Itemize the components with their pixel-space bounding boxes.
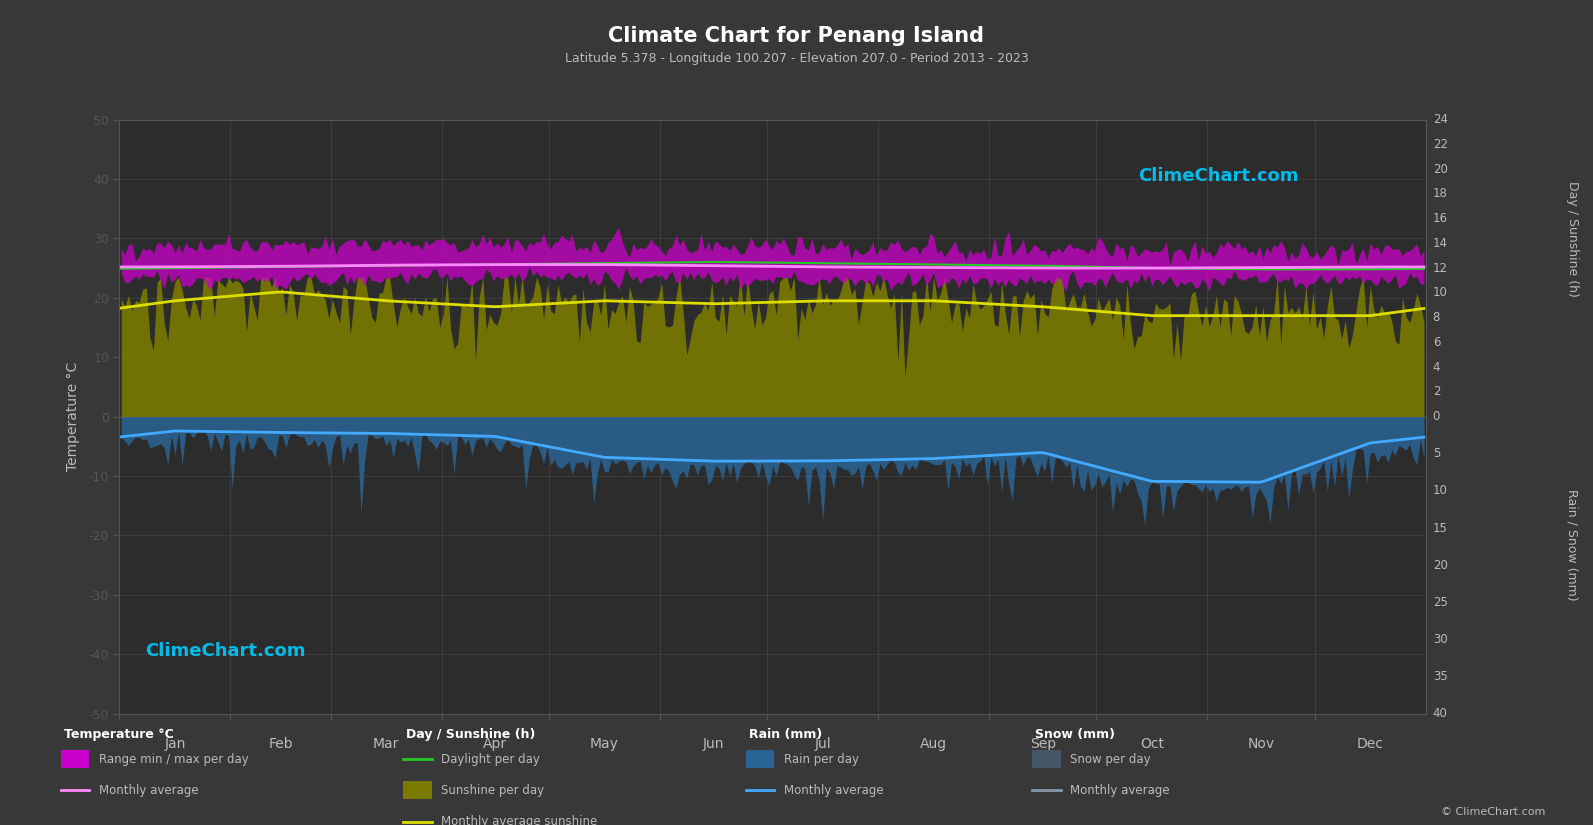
Text: 15: 15 — [1432, 521, 1448, 535]
Text: 20: 20 — [1432, 163, 1448, 176]
Text: Jul: Jul — [814, 738, 832, 752]
Text: Jan: Jan — [164, 738, 186, 752]
Text: 0: 0 — [1432, 410, 1440, 423]
Text: Feb: Feb — [268, 738, 293, 752]
Text: Day / Sunshine (h): Day / Sunshine (h) — [406, 728, 535, 741]
Text: Nov: Nov — [1247, 738, 1274, 752]
Text: Sunshine per day: Sunshine per day — [441, 784, 545, 797]
Text: Temperature °C: Temperature °C — [64, 728, 174, 741]
Text: Oct: Oct — [1141, 738, 1164, 752]
Text: Mar: Mar — [373, 738, 400, 752]
Text: Range min / max per day: Range min / max per day — [99, 752, 249, 766]
Text: 4: 4 — [1432, 361, 1440, 374]
Text: 6: 6 — [1432, 336, 1440, 349]
Text: ClimeChart.com: ClimeChart.com — [145, 643, 306, 660]
Text: 8: 8 — [1432, 311, 1440, 324]
Text: Apr: Apr — [483, 738, 507, 752]
Text: 10: 10 — [1432, 484, 1448, 497]
Text: 18: 18 — [1432, 187, 1448, 200]
Text: 16: 16 — [1432, 212, 1448, 225]
Text: 35: 35 — [1432, 670, 1448, 683]
Text: 20: 20 — [1432, 559, 1448, 572]
Text: Day / Sunshine (h): Day / Sunshine (h) — [1566, 182, 1579, 297]
Text: Rain / Snow (mm): Rain / Snow (mm) — [1566, 488, 1579, 601]
Text: Dec: Dec — [1357, 738, 1384, 752]
Text: 5: 5 — [1432, 447, 1440, 460]
Text: Rain per day: Rain per day — [784, 752, 859, 766]
Text: 2: 2 — [1432, 385, 1440, 398]
Text: Climate Chart for Penang Island: Climate Chart for Penang Island — [609, 26, 984, 46]
Text: Daylight per day: Daylight per day — [441, 752, 540, 766]
Text: Sep: Sep — [1029, 738, 1056, 752]
Y-axis label: Temperature °C: Temperature °C — [67, 362, 80, 471]
Text: © ClimeChart.com: © ClimeChart.com — [1440, 807, 1545, 817]
Text: Monthly average: Monthly average — [784, 784, 884, 797]
Text: Monthly average: Monthly average — [1070, 784, 1171, 797]
Text: May: May — [589, 738, 618, 752]
Text: 25: 25 — [1432, 596, 1448, 609]
Text: Rain (mm): Rain (mm) — [749, 728, 822, 741]
Text: 12: 12 — [1432, 262, 1448, 275]
Text: 22: 22 — [1432, 138, 1448, 151]
Text: 30: 30 — [1432, 633, 1448, 646]
Text: Jun: Jun — [703, 738, 725, 752]
Text: 40: 40 — [1432, 707, 1448, 720]
Text: Snow (mm): Snow (mm) — [1035, 728, 1115, 741]
Text: Monthly average: Monthly average — [99, 784, 199, 797]
Text: 10: 10 — [1432, 286, 1448, 299]
Text: Latitude 5.378 - Longitude 100.207 - Elevation 207.0 - Period 2013 - 2023: Latitude 5.378 - Longitude 100.207 - Ele… — [564, 52, 1029, 65]
Text: Monthly average sunshine: Monthly average sunshine — [441, 815, 597, 825]
Text: 24: 24 — [1432, 113, 1448, 126]
Text: Aug: Aug — [921, 738, 948, 752]
Text: 14: 14 — [1432, 237, 1448, 250]
Text: ClimeChart.com: ClimeChart.com — [1139, 167, 1298, 185]
Text: Snow per day: Snow per day — [1070, 752, 1152, 766]
